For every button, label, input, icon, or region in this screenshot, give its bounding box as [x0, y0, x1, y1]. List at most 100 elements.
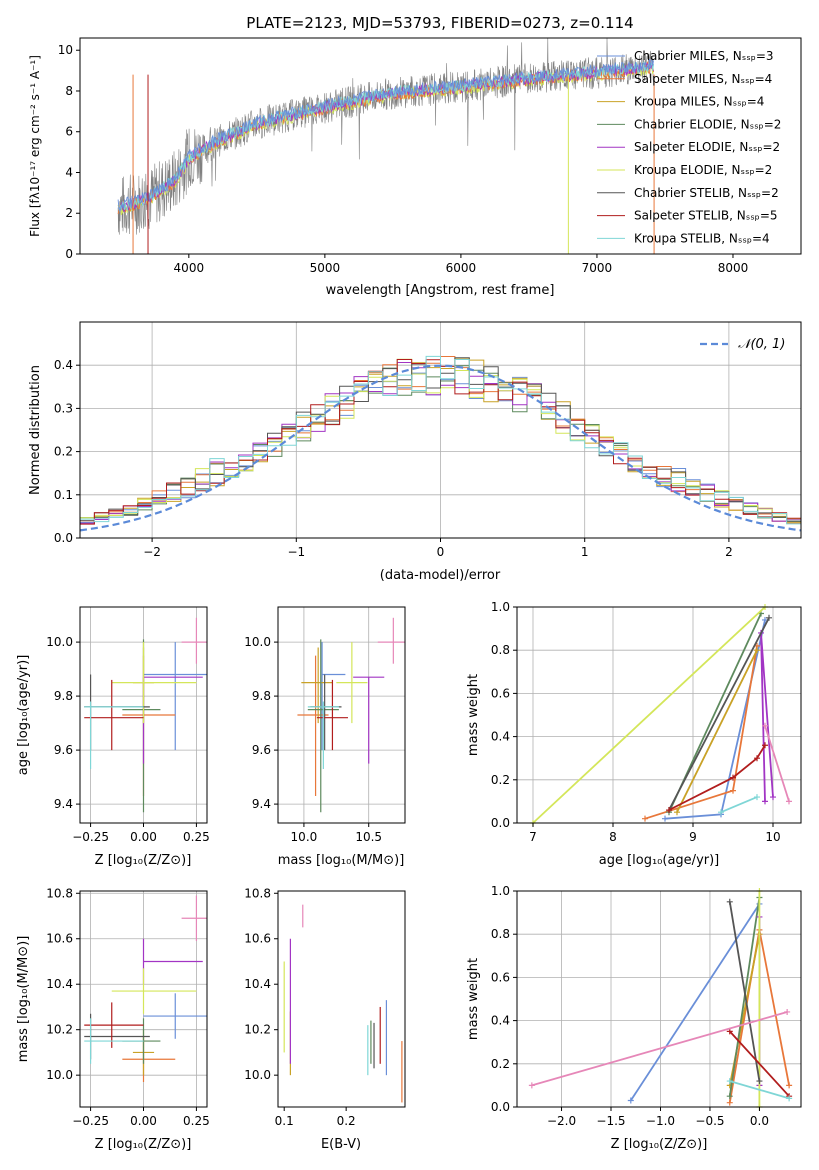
- mass-vs-ebv-panel: 0.1 0.2 10.0 10.2 10.4 10.6 10.8 E(B-V): [244, 886, 406, 1152]
- x-tick-label: 7: [529, 830, 537, 844]
- y-tick-label: 9.6: [252, 743, 271, 757]
- weight-vs-age-y-ticks: 0.0 0.2 0.4 0.6 0.8 1.0: [491, 600, 517, 830]
- sfh-age-marker-chabrier_stelib: [766, 614, 772, 621]
- age-vs-z-y-label: age [log₁₀(age/yr)]: [16, 655, 31, 776]
- sfh-z-marker-chabrier_stelib: [756, 1078, 763, 1085]
- x-tick-label: −0.5: [695, 1114, 724, 1128]
- legend-label-kroupa_miles: Kroupa MILES, Nₛₛₚ=4: [634, 95, 764, 109]
- sfh-age-line-kroupa_elodie: [532, 606, 766, 824]
- mass-vs-ebv-x-ticks: 0.1 0.2: [275, 1107, 356, 1128]
- sfh-age-line-kroupa_stelib: [720, 796, 758, 814]
- mass-vs-z-x-ticks: −0.25 0.00 0.25: [72, 1107, 210, 1128]
- y-tick-label: 4: [65, 165, 73, 179]
- residual-series: [79, 355, 802, 532]
- spectrum-y-label: Flux [fλ10⁻¹⁷ erg cm⁻² s⁻¹ A⁻¹]: [28, 55, 42, 237]
- y-tick-label: 6: [65, 125, 73, 139]
- weight-vs-z-series: [528, 888, 793, 1110]
- y-tick-label: 9.8: [54, 689, 73, 703]
- legend-label-salpeter_stelib: Salpeter STELIB, Nₛₛₚ=5: [634, 209, 778, 223]
- spectrum-x-label: wavelength [Angstrom, rest frame]: [326, 283, 555, 298]
- sfh-age-marker-salpeter_stelib: [730, 774, 736, 781]
- y-tick-label: 1.0: [491, 884, 510, 898]
- y-tick-label: 0.4: [54, 358, 73, 372]
- x-tick-label: 1: [581, 545, 589, 559]
- legend-label-chabrier_stelib: Chabrier STELIB, Nₛₛₚ=2: [634, 186, 779, 200]
- weight-vs-age-series: [530, 604, 792, 826]
- age-vs-mass-series: [297, 617, 405, 813]
- age-vs-z-x-ticks: −0.25 0.00 0.25: [72, 823, 210, 844]
- mass-vs-z-series: [84, 895, 207, 1082]
- gaussian-reference-curve: [79, 364, 802, 532]
- weight-vs-z-frame: [516, 890, 802, 1108]
- y-tick-label: 8: [65, 84, 73, 98]
- x-tick-label: −0.25: [72, 830, 109, 844]
- residual-legend-label: 𝒩(0, 1): [738, 337, 785, 352]
- sfh-age-marker-kroupa_stelib: [718, 809, 724, 816]
- x-tick-label: 10.0: [291, 830, 318, 844]
- x-tick-label: −0.25: [72, 1114, 109, 1128]
- y-tick-label: 9.4: [252, 797, 271, 811]
- sfh-age-marker-salpeter_miles: [730, 787, 736, 794]
- residual-x-label: (data-model)/error: [380, 568, 501, 583]
- y-tick-label: 0.0: [491, 1100, 510, 1114]
- y-tick-label: 9.8: [252, 689, 271, 703]
- y-tick-label: 10.0: [244, 635, 271, 649]
- x-tick-label: 0.00: [130, 830, 157, 844]
- sfh-z-marker-pink: [784, 1008, 791, 1015]
- age-vs-mass-frame: [277, 606, 406, 824]
- mass-vs-ebv-x-label: E(B-V): [321, 1137, 361, 1152]
- sfh-age-line-chabrier_stelib: [668, 617, 770, 811]
- legend-label-salpeter_miles: Salpeter MILES, Nₛₛₚ=4: [634, 72, 772, 86]
- y-tick-label: 10.0: [244, 1068, 271, 1082]
- x-tick-label: 0.1: [275, 1114, 294, 1128]
- x-tick-label: 8000: [718, 261, 749, 275]
- sfh-z-marker-chabrier_miles: [627, 1097, 634, 1104]
- histogram-step-chabrier_stelib: [80, 357, 801, 522]
- y-tick-label: 0.2: [54, 445, 73, 459]
- y-tick-label: 10.2: [244, 1023, 271, 1037]
- weight-vs-age-y-label: mass weight: [466, 674, 481, 756]
- mass-vs-z-x-label: Z [log₁₀(Z/Z⊙)]: [95, 1137, 192, 1152]
- x-tick-label: 5000: [310, 261, 341, 275]
- x-tick-label: −2: [143, 545, 161, 559]
- sfh-age-marker-salpeter_stelib: [754, 755, 760, 762]
- age-vs-z-series: [84, 617, 207, 813]
- y-tick-label: 10.6: [46, 932, 73, 946]
- y-tick-label: 2: [65, 206, 73, 220]
- y-tick-label: 0.4: [491, 730, 510, 744]
- legend-label-kroupa_stelib: Kroupa STELIB, Nₛₛₚ=4: [634, 231, 770, 245]
- model-spectrum-line-salpeter_elodie: [117, 62, 654, 213]
- y-tick-label: 0.8: [491, 643, 510, 657]
- x-tick-label: −1: [287, 545, 305, 559]
- y-tick-label: 10: [58, 43, 73, 57]
- x-tick-label: 4000: [174, 261, 205, 275]
- x-tick-label: 10: [765, 830, 780, 844]
- legend-label-chabrier_elodie: Chabrier ELODIE, Nₛₛₚ=2: [634, 117, 781, 131]
- sfh-z-line-chabrier_miles: [630, 903, 761, 1101]
- age-vs-mass-grid: [278, 607, 405, 823]
- mass-vs-ebv-series: [283, 904, 403, 1103]
- x-tick-label: 0.00: [130, 1114, 157, 1128]
- spectrum-axes-frame: [79, 37, 802, 255]
- residual-x-ticks: −2 −1 0 1 2: [143, 538, 733, 559]
- y-tick-label: 1.0: [491, 600, 510, 614]
- sfh-age-marker-salpeter_stelib: [762, 742, 768, 749]
- y-tick-label: 0.1: [54, 488, 73, 502]
- spectrum-series: [117, 37, 655, 254]
- sfh-z-marker-pink: [528, 1082, 535, 1089]
- residual-legend: 𝒩(0, 1): [700, 337, 785, 352]
- sfh-age-marker-chabrier_miles: [662, 815, 668, 822]
- mass-vs-z-panel: −0.25 0.00 0.25 10.0 10.2 10.4 10.6 10.8 Z [lo…: [16, 886, 210, 1152]
- y-tick-label: 9.4: [54, 797, 73, 811]
- age-vs-z-panel: −0.25 0.00 0.25 9.4 9.6 9.8 10.0 Z [log₁₀(Z/Z…: [16, 606, 210, 868]
- x-tick-label: 0.25: [183, 830, 210, 844]
- sfh-age-marker-salpeter_elodie: [762, 798, 768, 805]
- y-tick-label: 0.6: [491, 686, 510, 700]
- weight-vs-age-frame: [516, 606, 802, 824]
- weight-vs-z-panel: −2.0 −1.5 −1.0 −0.5 0.0 0.0 0.2 0.4 0.6 0.8 1.0 Z…: [466, 884, 802, 1152]
- legend-label-salpeter_elodie: Salpeter ELODIE, Nₛₛₚ=2: [634, 140, 780, 154]
- age-vs-mass-x-ticks: 10.0 10.5: [291, 823, 382, 844]
- y-tick-label: 10.0: [46, 635, 73, 649]
- sfh-z-line-chabrier_stelib: [728, 901, 761, 1082]
